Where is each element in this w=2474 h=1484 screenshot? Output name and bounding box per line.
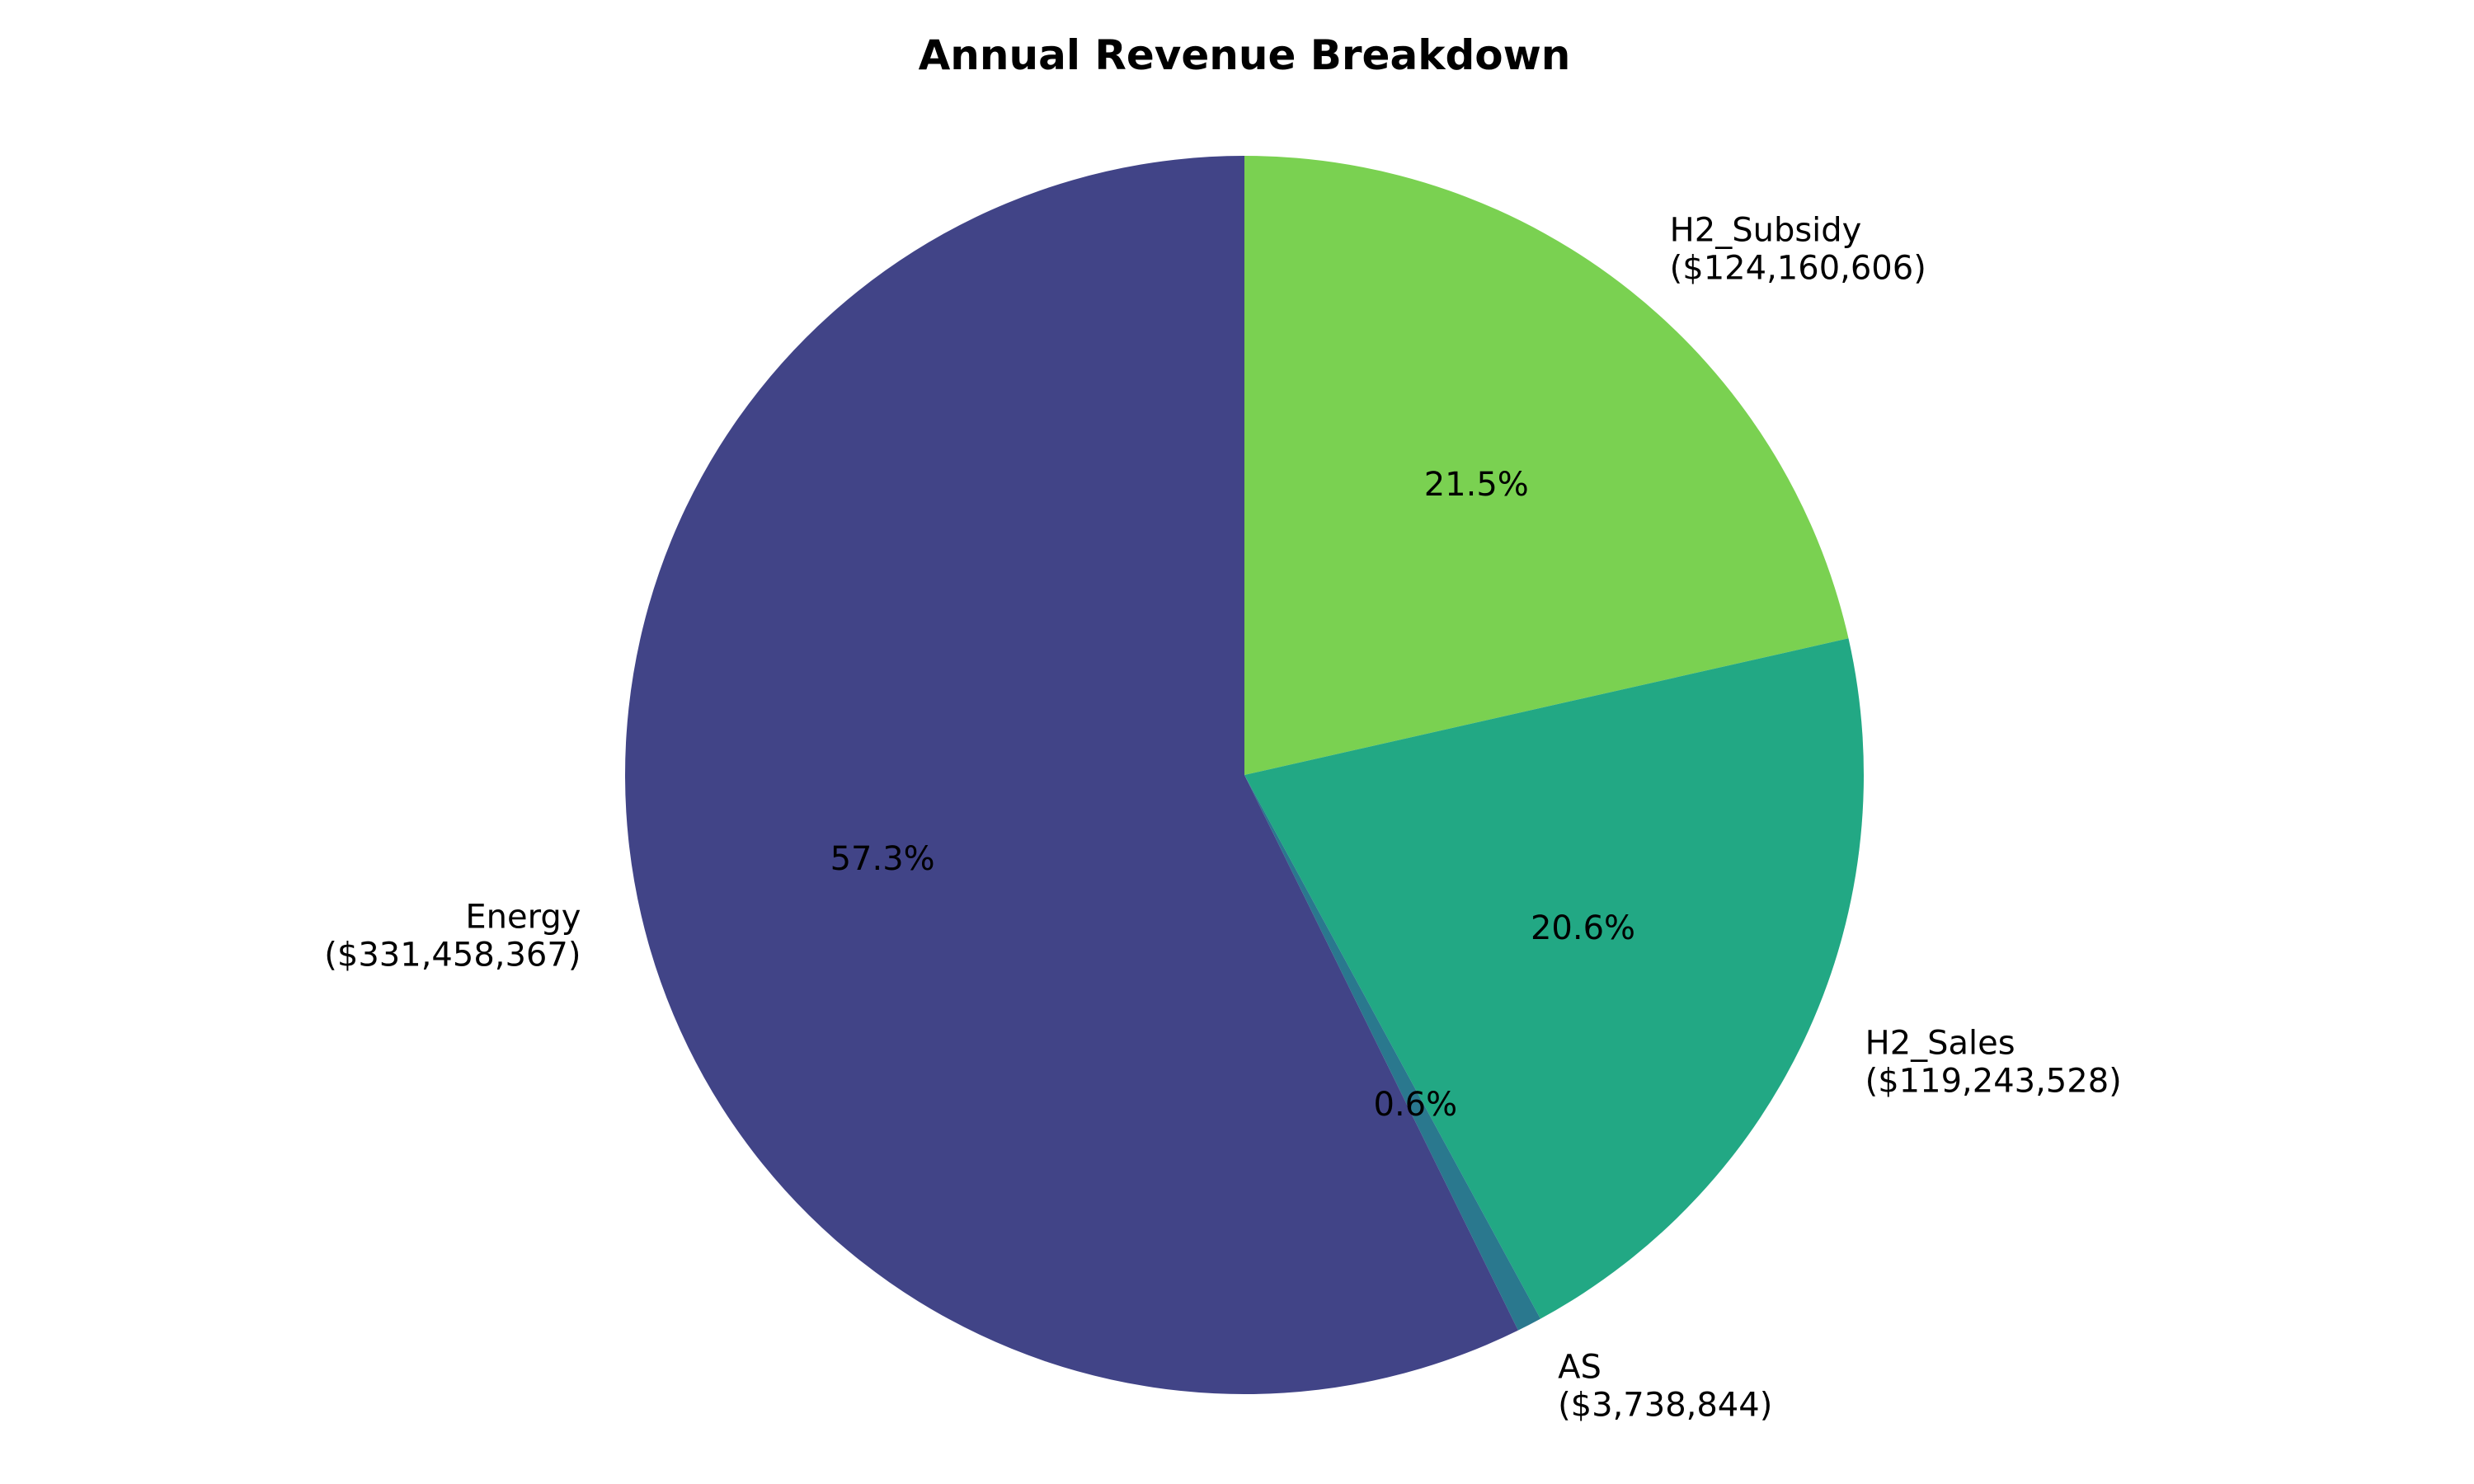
pie-slices [625, 156, 1864, 1394]
slice-h2-sales [1244, 638, 1864, 1319]
pct-label-h2-sales: 20.6% [1531, 909, 1635, 947]
category-label-h2-sales: H2_Sales ($119,243,528) [1865, 1025, 2122, 1101]
category-value: ($124,160,606) [1670, 250, 1926, 288]
percentage-labels: 21.5% 20.6% 0.6% 57.3% [830, 466, 1635, 1124]
slice-h2-subsidy [1244, 156, 1849, 775]
category-value: ($119,243,528) [1865, 1063, 2122, 1101]
category-name: H2_Sales [1865, 1025, 2015, 1063]
category-name: Energy [465, 898, 581, 936]
category-value: ($331,458,367) [324, 936, 581, 974]
pct-label-h2-subsidy: 21.5% [1424, 466, 1529, 504]
slice-as [1244, 775, 1540, 1331]
pct-label-as: 0.6% [1374, 1086, 1458, 1124]
chart-title: Annual Revenue Breakdown [919, 31, 1571, 79]
slice-energy [625, 156, 1518, 1394]
category-value: ($3,738,844) [1558, 1386, 1772, 1424]
category-name: AS [1558, 1348, 1602, 1386]
category-label-as: AS ($3,738,844) [1558, 1348, 1772, 1424]
category-name: H2_Subsidy [1670, 212, 1862, 250]
pct-label-energy: 57.3% [830, 840, 935, 878]
category-labels: H2_Subsidy ($124,160,606) H2_Sales ($119,24… [324, 212, 2121, 1425]
category-label-energy: Energy ($331,458,367) [324, 898, 581, 974]
category-label-h2-subsidy: H2_Subsidy ($124,160,606) [1670, 212, 1926, 288]
